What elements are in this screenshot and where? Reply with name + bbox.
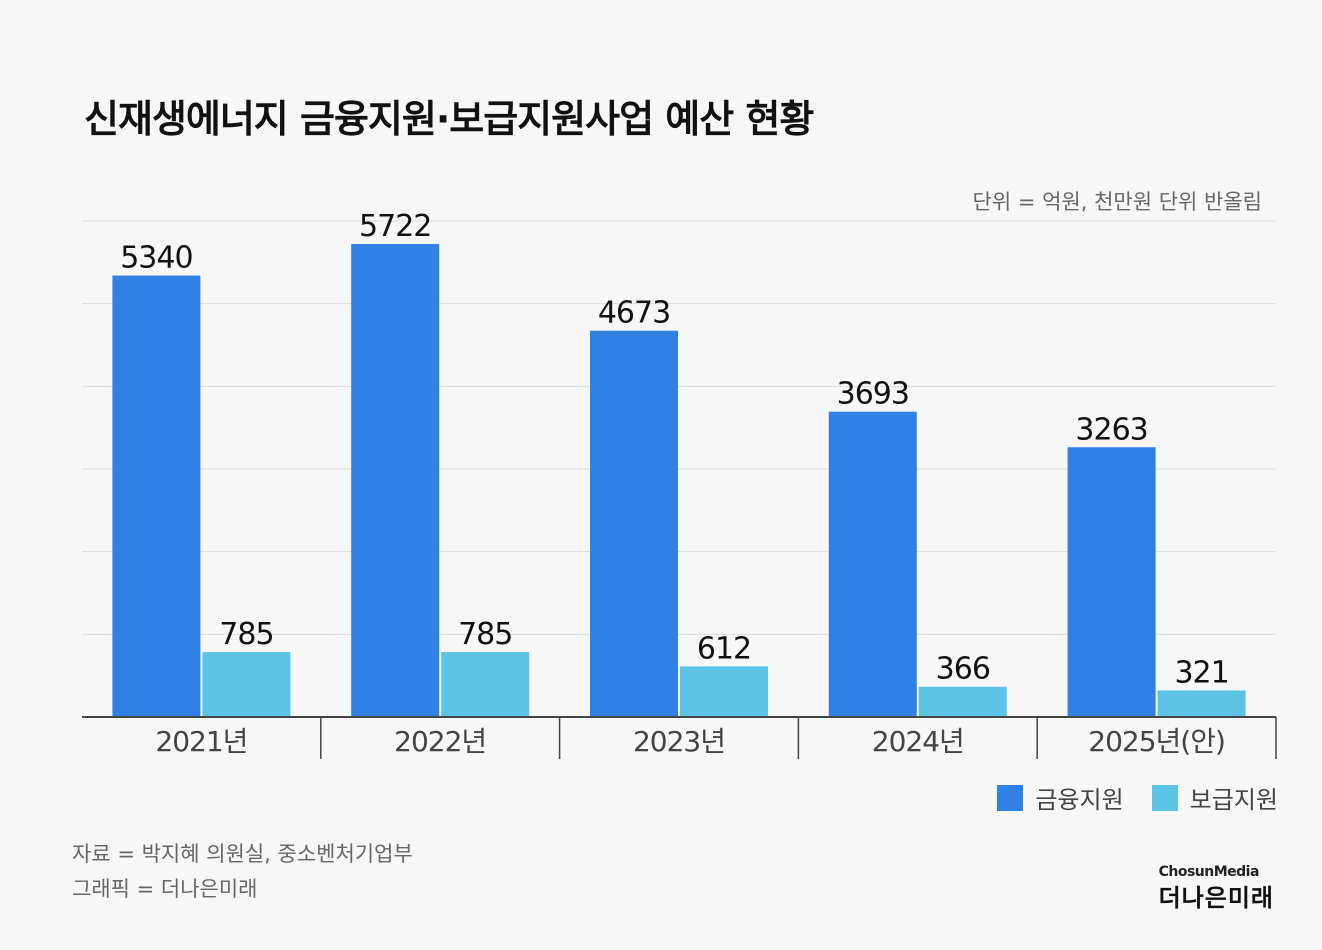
- unit-note: 단위 = 억원, 천만원 단위 반올림: [972, 190, 1263, 214]
- graphic-credit: 그래픽 = 더나은미래: [72, 877, 258, 901]
- bar-supply-3: [680, 666, 768, 717]
- value-label-supply-1: 785: [219, 617, 273, 652]
- value-label-supply-4: 366: [936, 652, 990, 687]
- bars: [112, 243, 1246, 718]
- legend-swatch-supply: [1151, 784, 1178, 811]
- bar-supply-4: [918, 686, 1007, 717]
- x-tick-label-4: 2024년: [872, 725, 964, 758]
- bar-supply-2: [441, 652, 530, 717]
- x-tick-label-2: 2022년: [394, 725, 486, 758]
- legend-item-finance: 금융지원: [997, 780, 1124, 815]
- chart-title: 신재생에너지 금융지원·보급지원사업 예산 현황: [84, 97, 814, 141]
- bar-finance-2: [351, 243, 440, 718]
- legend: 금융지원 보급지원: [997, 780, 1278, 815]
- value-label-supply-3: 612: [697, 631, 751, 666]
- bar-finance-5: [1067, 447, 1156, 717]
- value-labels: 5340 785 5722 785 4673 612 3693 366 3263 321: [120, 209, 1230, 690]
- value-label-finance-5: 3263: [1075, 412, 1147, 447]
- value-label-supply-5: 321: [1174, 655, 1228, 690]
- bar-supply-1: [202, 652, 291, 717]
- bar-finance-1: [112, 275, 201, 717]
- legend-label-supply: 보급지원: [1189, 786, 1278, 814]
- x-tick-label-3: 2023년: [633, 725, 725, 758]
- logo-small-text: ChosunMedia: [1158, 864, 1260, 880]
- bar-finance-3: [590, 330, 678, 717]
- legend-swatch-finance: [997, 784, 1024, 811]
- value-label-finance-2: 5722: [359, 209, 431, 244]
- value-label-supply-2: 785: [458, 617, 512, 652]
- value-label-finance-1: 5340: [120, 241, 192, 276]
- bar-finance-4: [828, 411, 917, 717]
- legend-item-supply: 보급지원: [1151, 780, 1278, 815]
- x-tick-label-5: 2025년(안): [1088, 725, 1225, 758]
- value-label-finance-4: 3693: [837, 377, 909, 412]
- bar-supply-5: [1157, 690, 1246, 717]
- x-axis: 2021년 2022년 2023년 2024년 2025년(안): [82, 716, 1277, 759]
- source-note: 자료 = 박지혜 의원실, 중소벤처기업부: [72, 842, 413, 866]
- publisher-logo: ChosunMedia 더나은미래: [1159, 864, 1274, 913]
- value-label-finance-3: 4673: [598, 296, 670, 331]
- legend-label-finance: 금융지원: [1035, 786, 1124, 814]
- logo-main-text: 더나은미래: [1158, 884, 1274, 912]
- x-tick-label-1: 2021년: [155, 725, 247, 758]
